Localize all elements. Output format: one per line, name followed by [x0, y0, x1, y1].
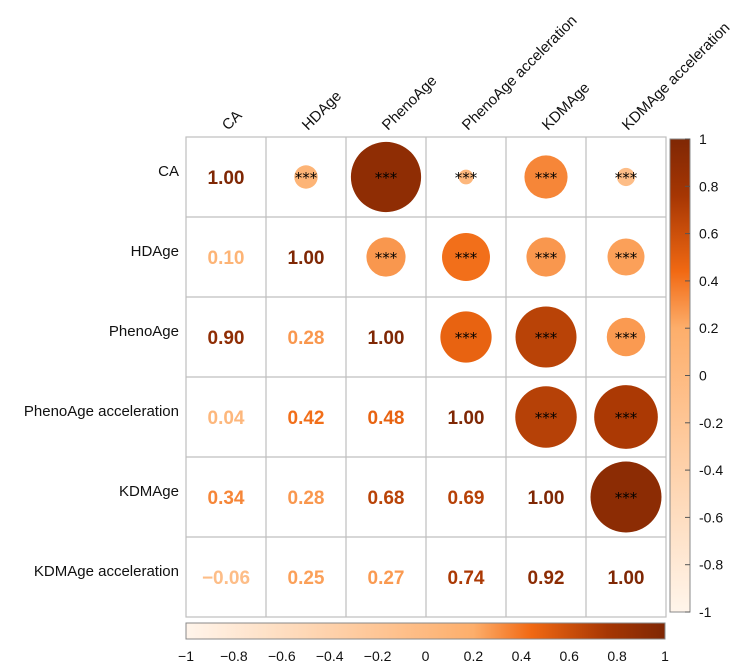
- right-colorbar-tick-label: 0.6: [699, 226, 719, 242]
- cell-circle: [442, 233, 490, 281]
- cell-value: 0.48: [368, 408, 405, 429]
- right-colorbar-tick-label: -0.4: [699, 462, 723, 478]
- right-colorbar-tick-label: -0.6: [699, 509, 723, 525]
- significance-label: ***: [375, 249, 398, 267]
- significance-label: ***: [615, 249, 638, 267]
- bottom-colorbar-tick-label: −0.2: [364, 648, 392, 663]
- bottom-colorbar-tick-label: −0.4: [316, 648, 344, 663]
- significance-label: ***: [615, 169, 638, 187]
- bottom-colorbar-gradient: [185, 622, 666, 640]
- cell-value: 0.34: [208, 488, 245, 509]
- cell-value: 1.00: [528, 488, 565, 509]
- significance-label: ***: [455, 169, 478, 187]
- bottom-colorbar-tick-label: 1: [661, 648, 669, 663]
- significance-label: ***: [295, 169, 318, 187]
- bottom-colorbar-tick-label: 0.6: [559, 648, 579, 663]
- bottom-colorbar-tick-label: 0: [422, 648, 430, 663]
- cell-circle: [515, 386, 577, 448]
- cell-value: −0.06: [202, 568, 250, 589]
- right-colorbar-tick-label: -0.2: [699, 415, 723, 431]
- cell-value: 0.92: [528, 568, 565, 589]
- cell-circle: [350, 141, 422, 213]
- cell-circle: [607, 238, 645, 276]
- column-label: HDAge: [299, 88, 345, 134]
- cell-circle: [616, 167, 636, 187]
- cell-value: 0.27: [368, 568, 405, 589]
- cell-circle: [524, 155, 568, 199]
- right-colorbar-tick-label: -1: [699, 604, 712, 620]
- right-colorbar-tick-label: 1: [699, 131, 707, 147]
- bottom-colorbar-tick-label: 0.4: [512, 648, 532, 663]
- cell-circle: [594, 385, 658, 449]
- significance-label: ***: [535, 249, 558, 267]
- cell-value: 1.00: [288, 248, 325, 269]
- row-label: PhenoAge: [109, 323, 179, 340]
- right-colorbar: 1 0.8 0.6 0.4 0.2 0 -0.2 -0.4 -0.6 -0.8 -1: [669, 131, 723, 620]
- cell-value: 1.00: [448, 408, 485, 429]
- cell-value: 0.74: [448, 568, 485, 589]
- bottom-colorbar-tick-label: 0.8: [607, 648, 627, 663]
- cell-value: 0.25: [288, 568, 325, 589]
- right-colorbar-tick-label: -0.8: [699, 557, 723, 573]
- cell-value: 0.69: [448, 488, 485, 509]
- row-label: HDAge: [131, 243, 179, 260]
- matrix-grid: [185, 136, 667, 618]
- bottom-colorbar: −1 −0.8 −0.6 −0.4 −0.2 0 0.2 0.4 0.6 0.8 1: [178, 622, 669, 663]
- row-labels: CA HDAge PhenoAge PhenoAge acceleration KDMA…: [24, 163, 179, 580]
- cell-circle: [515, 306, 577, 368]
- significance-label: ***: [455, 249, 478, 267]
- cell-value: 1.00: [608, 568, 645, 589]
- bottom-colorbar-tick-label: −1: [178, 648, 194, 663]
- column-label: CA: [219, 107, 246, 134]
- significance-label: ***: [535, 409, 558, 427]
- cell-value: 0.04: [208, 408, 245, 429]
- significance-label: ***: [535, 329, 558, 347]
- row-label: KDMAge acceleration: [34, 563, 179, 580]
- column-label: KDMAge acceleration: [619, 19, 734, 134]
- cell-value: 0.90: [208, 328, 245, 349]
- significance-label: ***: [615, 489, 638, 507]
- right-colorbar-tick-label: 0: [699, 368, 707, 384]
- bottom-colorbar-tick-label: 0.2: [464, 648, 484, 663]
- right-colorbar-tick-label: 0.4: [699, 273, 719, 289]
- right-colorbar-tick-label: 0.8: [699, 178, 719, 194]
- cell-value: 0.28: [288, 328, 325, 349]
- column-label: KDMAge: [539, 79, 593, 133]
- column-labels: CA HDAge PhenoAge PhenoAge accelerationKDMA…: [219, 12, 734, 134]
- cell-value: 0.68: [368, 488, 405, 509]
- significance-label: ***: [615, 409, 638, 427]
- significance-label: ***: [615, 329, 638, 347]
- column-label: PhenoAge: [379, 72, 441, 134]
- cell-circle: [526, 237, 566, 277]
- cell-value: 0.42: [288, 408, 325, 429]
- cell-circle: [294, 165, 318, 189]
- bottom-colorbar-tick-label: −0.8: [220, 648, 248, 663]
- bottom-colorbar-tick-label: −0.6: [268, 648, 296, 663]
- cell-circle: [440, 311, 492, 363]
- significance-label: ***: [535, 169, 558, 187]
- significance-label: ***: [455, 329, 478, 347]
- cell-value: 0.10: [208, 248, 245, 269]
- row-label: PhenoAge acceleration: [24, 403, 179, 420]
- cell-value: 1.00: [368, 328, 405, 349]
- matrix-cells: 1.00 *** *** *** *** *** 0.10 1.00 *** *** *** *** 0…: [202, 141, 662, 589]
- cell-circle: [590, 461, 662, 533]
- cell-value: 1.00: [208, 168, 245, 189]
- cell-circle: [606, 317, 646, 357]
- right-colorbar-tick-label: 0.2: [699, 320, 719, 336]
- cell-circle: [458, 169, 474, 185]
- row-label: CA: [158, 163, 179, 180]
- cell-circle: [366, 237, 406, 277]
- cell-value: 0.28: [288, 488, 325, 509]
- significance-label: ***: [375, 169, 398, 187]
- row-label: KDMAge: [119, 483, 179, 500]
